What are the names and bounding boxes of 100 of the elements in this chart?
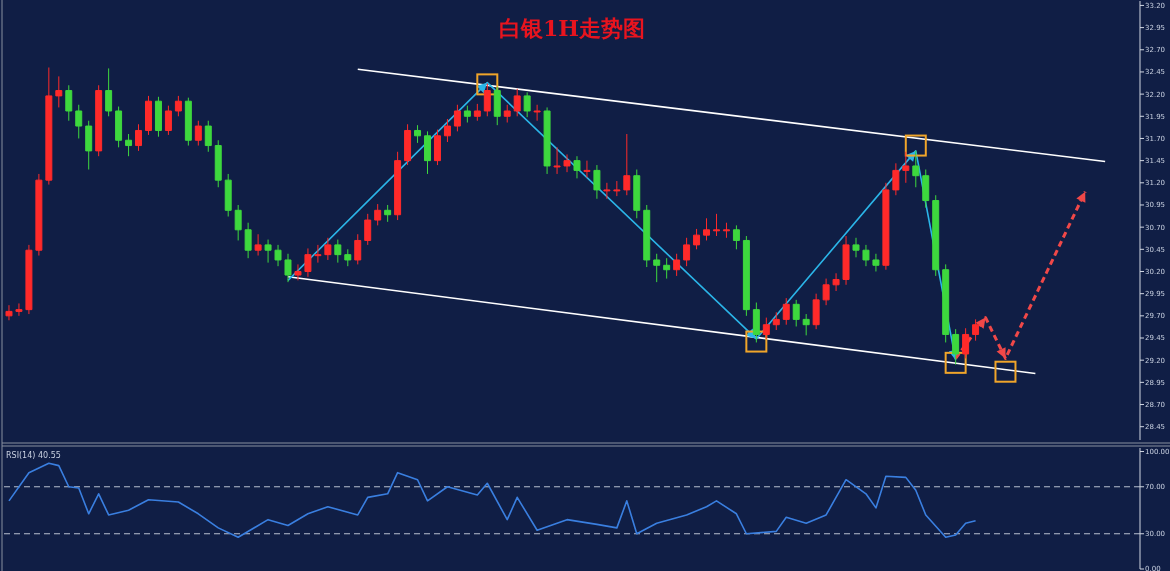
- candlestick: [354, 233, 362, 265]
- candlestick: [314, 244, 322, 264]
- candlestick: [274, 244, 282, 267]
- candlestick: [653, 253, 661, 283]
- candlestick: [872, 253, 880, 272]
- candlestick: [862, 244, 870, 267]
- candlestick: [294, 263, 302, 281]
- candlestick: [55, 75, 63, 108]
- candlestick: [414, 124, 422, 144]
- candlestick: [493, 86, 501, 126]
- candlestick: [543, 106, 551, 175]
- candlestick: [683, 237, 691, 267]
- candlestick: [633, 169, 641, 219]
- candlestick: [135, 123, 143, 152]
- candlestick: [802, 313, 810, 336]
- candlestick: [463, 105, 471, 123]
- candlestick: [922, 169, 930, 209]
- candlestick: [254, 233, 262, 257]
- candlestick: [623, 133, 631, 196]
- candlestick: [394, 151, 402, 221]
- candlestick: [643, 204, 651, 268]
- candlestick: [513, 88, 521, 117]
- candlestick: [972, 318, 980, 342]
- candlestick: [344, 248, 352, 267]
- point: [944, 351, 967, 374]
- candlestick: [902, 151, 910, 184]
- text: 白银1H走势图: [498, 15, 646, 41]
- candlestick: [932, 194, 940, 277]
- candlestick: [25, 244, 33, 315]
- candlestick: [533, 104, 541, 122]
- candlestick: [433, 129, 441, 166]
- candlestick: [384, 204, 392, 223]
- candlestick: [334, 239, 342, 264]
- candlestick: [703, 217, 711, 241]
- candlestick: [952, 328, 960, 366]
- candlestick: [663, 257, 671, 280]
- candlestick: [204, 120, 212, 153]
- candlestick: [613, 180, 621, 197]
- point: [476, 73, 499, 96]
- candlestick: [782, 297, 790, 326]
- candlestick: [593, 164, 601, 200]
- candlestick: [194, 120, 202, 147]
- candlestick: [115, 106, 123, 148]
- candlestick: [882, 182, 890, 271]
- candlestick: [45, 67, 53, 186]
- candlestick: [792, 299, 800, 327]
- candlestick: [563, 153, 571, 173]
- candlestick: [224, 173, 232, 218]
- candlestick: [603, 182, 611, 200]
- candlestick: [762, 317, 770, 340]
- candlestick: [214, 139, 222, 188]
- candlestick: [264, 239, 272, 264]
- candlestick: [374, 203, 382, 226]
- candlestick: [852, 237, 860, 258]
- candlestick: [722, 222, 730, 239]
- candlestick: [713, 213, 720, 237]
- candlestick: [842, 235, 850, 286]
- candlestick: [95, 84, 103, 157]
- point: [745, 330, 768, 353]
- candlestick: [673, 253, 681, 277]
- candlestick: [164, 105, 172, 136]
- candlestick: [324, 237, 332, 261]
- candlestick: [812, 293, 820, 330]
- candlestick: [693, 228, 701, 250]
- candlestick: [453, 104, 461, 132]
- annotation: RSI(14) 40.55: [6, 451, 61, 460]
- candlestick: [174, 95, 182, 117]
- candlestick: [35, 173, 43, 257]
- candlestick: [65, 84, 73, 122]
- candlestick: [822, 278, 830, 306]
- candlestick: [105, 67, 113, 117]
- line-series: [8, 462, 977, 539]
- candlestick: [284, 253, 292, 283]
- candlestick: [75, 104, 83, 139]
- candlestick: [473, 103, 481, 122]
- candlestick: [483, 82, 491, 117]
- candlestick: [125, 133, 133, 157]
- candlestick: [523, 91, 531, 118]
- candlestick: [5, 304, 13, 321]
- candlestick: [244, 222, 252, 259]
- candlestick: [912, 150, 920, 188]
- candlestick: [732, 224, 740, 250]
- candlestick: [184, 97, 192, 147]
- candlestick: [404, 123, 412, 166]
- candlestick: [553, 146, 561, 175]
- candlestick: [503, 104, 511, 123]
- candlestick: [364, 213, 372, 246]
- candlestick: [892, 162, 900, 196]
- point: [904, 134, 927, 157]
- candlestick: [304, 247, 312, 278]
- candlestick: [942, 263, 950, 343]
- candlestick: [752, 302, 760, 343]
- candlestick: [962, 327, 970, 359]
- candlestick: [772, 311, 780, 331]
- candlestick: [424, 130, 431, 175]
- candlestick: [832, 272, 840, 292]
- candlestick: [154, 96, 162, 138]
- candlestick: [443, 118, 451, 143]
- candlestick: [234, 204, 242, 241]
- candlestick: [573, 155, 581, 179]
